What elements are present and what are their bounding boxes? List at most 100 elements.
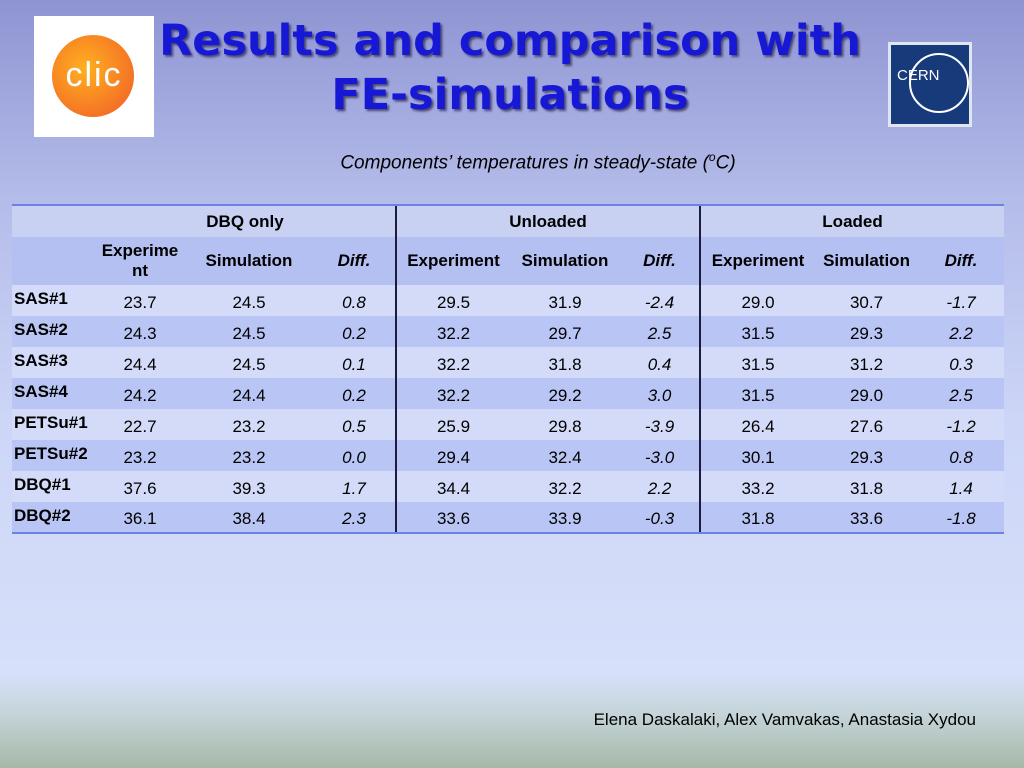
value-cell: 23.2 — [232, 448, 266, 467]
value-cell: 30.1 — [699, 440, 816, 471]
value-cell: 27.6 — [849, 417, 884, 436]
value-cell: 29.7 — [548, 324, 582, 343]
value-cell: 29.4 — [395, 440, 510, 471]
diff-cell: 2.2 — [647, 479, 672, 498]
value-cell: 31.5 — [699, 378, 816, 409]
value-cell: 33.6 — [815, 502, 919, 534]
group-header: DBQ only — [95, 204, 396, 237]
diff-cell: 2.5 — [949, 386, 973, 405]
diff-cell: 0.0 — [342, 448, 366, 467]
row-label: DBQ#1 — [14, 475, 71, 494]
column-header: Experiment — [395, 237, 510, 285]
value-cell: 33.9 — [510, 502, 620, 534]
table-row: SAS#3 24.4 24.5 0.1 32.2 31.8 0.4 31.5 31.2 0.3 — [12, 347, 1005, 378]
value-cell: 31.8 — [699, 502, 816, 534]
row-label: SAS#4 — [14, 382, 68, 401]
diff-cell: 3.0 — [647, 386, 672, 405]
value-cell: 31.8 — [849, 479, 884, 498]
diff-cell: -1.7 — [946, 293, 976, 312]
value-cell: 31.8 — [548, 355, 582, 374]
value-cell: 39.3 — [232, 479, 266, 498]
table-row: DBQ#1 37.6 39.3 1.7 34.4 32.2 2.2 33.2 31.8 1.4 — [12, 471, 1005, 502]
subtitle: Components’ temperatures in steady-state… — [0, 150, 1024, 174]
value-cell: 24.5 — [232, 324, 266, 343]
diff-cell: 0.8 — [342, 293, 366, 312]
row-label: SAS#2 — [14, 320, 68, 339]
value-cell: 31.2 — [849, 355, 884, 374]
value-cell: 29.0 — [699, 285, 816, 316]
value-cell: 29.3 — [849, 324, 884, 343]
value-cell: 38.4 — [185, 502, 313, 534]
value-cell: 29.0 — [849, 386, 884, 405]
value-cell: 24.4 — [232, 386, 266, 405]
group-header: Unloaded — [394, 204, 701, 237]
value-cell: 23.2 — [232, 417, 266, 436]
diff-cell: -3.0 — [644, 448, 675, 467]
column-header: Simulation — [510, 237, 620, 285]
value-cell: 25.9 — [395, 409, 510, 440]
row-label: SAS#3 — [14, 351, 68, 370]
diff-cell: 2.5 — [647, 324, 672, 343]
title-line: Results and comparison with — [159, 16, 861, 66]
table-row: SAS#4 24.2 24.4 0.2 32.2 29.2 3.0 31.5 29.0 2.5 — [12, 378, 1005, 409]
diff-cell: 0.5 — [342, 417, 366, 436]
value-cell: 24.5 — [232, 293, 266, 312]
clic-logo: clic — [34, 16, 154, 137]
value-cell: 23.7 — [123, 293, 157, 312]
diff-cell: -0.3 — [620, 502, 701, 534]
column-header: Diff. — [620, 237, 701, 285]
value-cell: 29.8 — [548, 417, 582, 436]
diff-cell: -2.4 — [644, 293, 675, 312]
footer: Elena Daskalaki, Alex Vamvakas, Anastasi… — [593, 710, 976, 729]
diff-cell: 1.4 — [949, 479, 973, 498]
value-cell: 23.2 — [123, 448, 157, 467]
row-label: PETSu#1 — [14, 413, 88, 432]
results-table: DBQ only Unloaded Loaded Experiment Simulati… — [12, 204, 1005, 534]
row-label: PETSu#2 — [14, 444, 88, 463]
table-row: SAS#1 23.7 24.5 0.8 29.5 31.9 -2.4 29.0 30.7 -1.7 — [12, 285, 1005, 316]
title-line: FE-simulations — [331, 70, 689, 120]
value-cell: 31.5 — [699, 316, 816, 347]
value-cell: 32.4 — [548, 448, 582, 467]
value-cell: 32.2 — [395, 347, 510, 378]
superscript: o — [708, 150, 716, 164]
table-row: SAS#2 24.3 24.5 0.2 32.2 29.7 2.5 31.5 29.3 2.2 — [12, 316, 1005, 347]
diff-cell: 2.2 — [949, 324, 973, 343]
value-cell: 26.4 — [699, 409, 816, 440]
subtitle-text: Components’ temperatures in steady-state… — [340, 152, 709, 174]
row-label: SAS#1 — [14, 289, 68, 308]
value-cell: 29.3 — [849, 448, 884, 467]
subtitle-text: C) — [715, 152, 736, 174]
column-header: Simulation — [815, 237, 919, 285]
value-cell: 29.2 — [548, 386, 582, 405]
value-cell: 33.2 — [699, 471, 816, 502]
value-cell: 24.2 — [123, 386, 157, 405]
value-cell: 34.4 — [395, 471, 510, 502]
diff-cell: -3.9 — [644, 417, 675, 436]
table-row: PETSu#1 22.7 23.2 0.5 25.9 29.8 -3.9 26.4 27.6 -1… — [12, 409, 1005, 440]
diff-cell: 0.2 — [342, 386, 366, 405]
value-cell: 32.2 — [395, 316, 510, 347]
value-cell: 24.5 — [232, 355, 266, 374]
diff-cell: 1.7 — [342, 479, 366, 498]
value-cell: 31.5 — [699, 347, 816, 378]
column-header: Diff. — [918, 237, 1005, 285]
group-header: Loaded — [699, 204, 1005, 237]
table-row: DBQ#2 36.1 38.4 2.3 33.6 33.9 -0.3 31.8 33.6 -1.8 — [12, 502, 1005, 534]
corner — [12, 237, 95, 285]
value-cell: 22.7 — [123, 417, 157, 436]
cern-logo: CERN — [888, 42, 972, 127]
value-cell: 37.6 — [123, 479, 157, 498]
column-header: Experiment — [699, 237, 816, 285]
value-cell: 29.5 — [395, 285, 510, 316]
diff-cell: 0.1 — [342, 355, 366, 374]
corner — [12, 204, 95, 237]
diff-cell: 0.3 — [949, 355, 973, 374]
diff-cell: 0.8 — [949, 448, 973, 467]
logo-text: clic — [65, 56, 123, 94]
logo-text: CERN — [897, 67, 940, 84]
value-cell: 36.1 — [95, 502, 185, 534]
diff-cell: 0.4 — [647, 355, 672, 374]
diff-cell: -1.2 — [946, 417, 976, 436]
